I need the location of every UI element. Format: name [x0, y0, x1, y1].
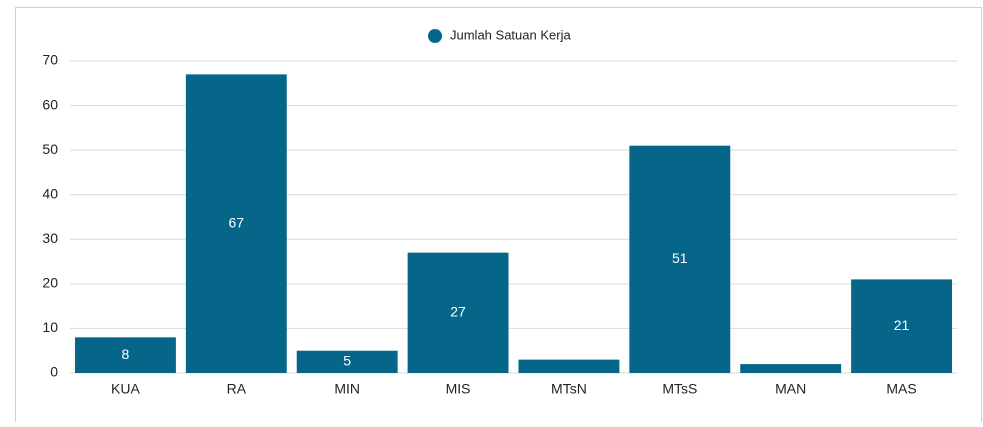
x-tick-label: MAN	[775, 381, 806, 397]
y-tick-label: 50	[42, 141, 58, 157]
legend-marker	[428, 29, 442, 43]
legend-label: Jumlah Satuan Kerja	[450, 27, 571, 42]
bar	[740, 364, 842, 373]
y-tick-label: 10	[42, 319, 58, 335]
bar	[74, 337, 176, 373]
y-tick-label: 60	[42, 96, 58, 112]
bar	[518, 359, 620, 373]
chart-frame	[15, 7, 982, 427]
y-tick-label: 40	[42, 185, 58, 201]
bar	[296, 350, 398, 373]
x-tick-label: RA	[227, 381, 247, 397]
x-tick-label: MIN	[334, 381, 360, 397]
x-tick-label: MIS	[446, 381, 471, 397]
x-tick-label: MAS	[886, 381, 916, 397]
bar	[629, 145, 731, 373]
y-tick-label: 30	[42, 230, 58, 246]
y-tick-label: 70	[42, 52, 58, 68]
bar	[185, 74, 287, 373]
x-tick-label: KUA	[111, 381, 140, 397]
bar	[851, 279, 953, 373]
y-tick-label: 0	[50, 364, 58, 380]
x-tick-label: MTsN	[551, 381, 587, 397]
bar	[407, 252, 509, 373]
data-label: 51	[672, 250, 688, 266]
data-label: 8	[122, 346, 130, 362]
data-label: 67	[229, 214, 245, 230]
data-label: 21	[894, 317, 910, 333]
data-label: 27	[450, 304, 466, 320]
x-tick-label: MTsS	[662, 381, 697, 397]
data-label: 5	[343, 353, 351, 369]
y-tick-label: 20	[42, 275, 58, 291]
